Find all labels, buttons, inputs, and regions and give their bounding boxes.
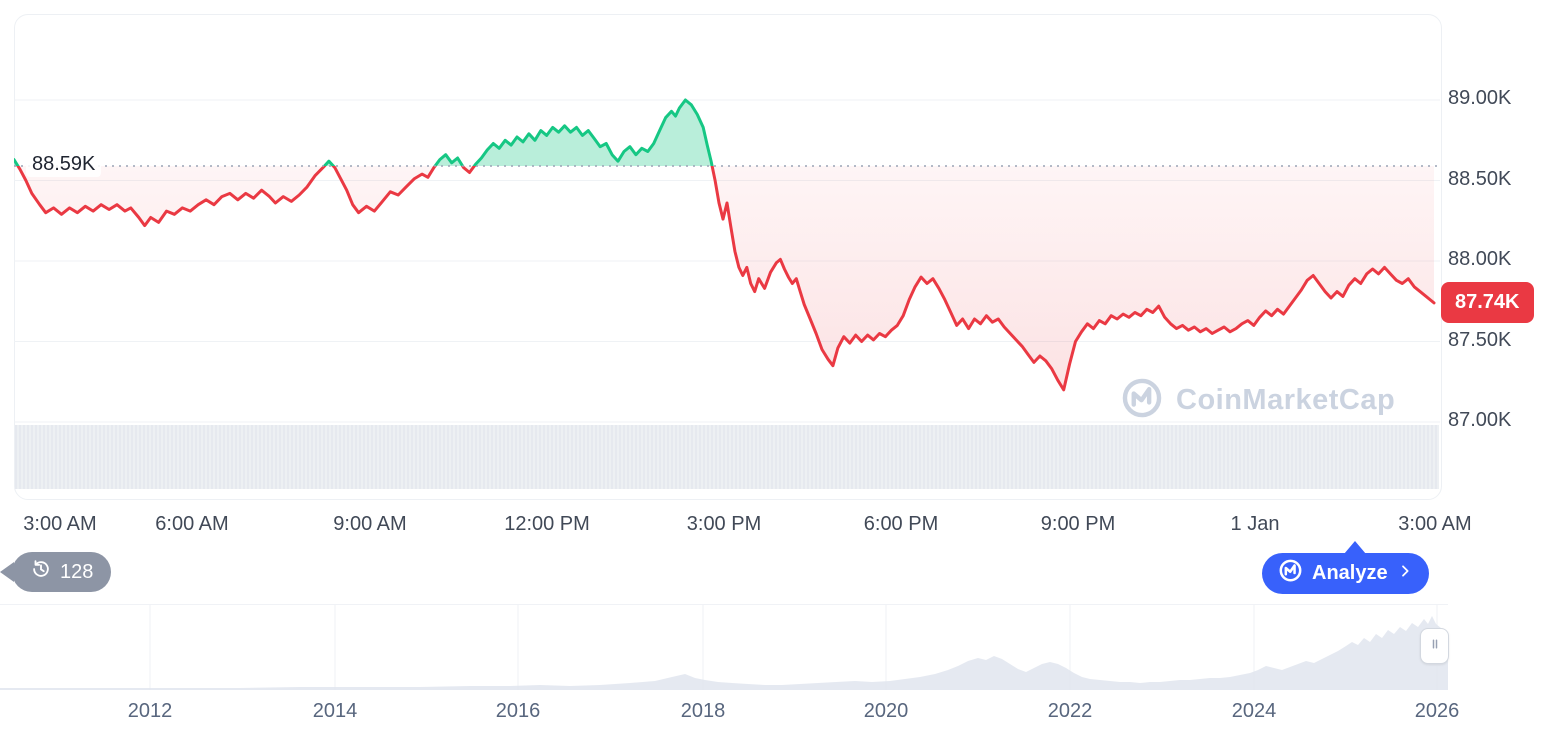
history-clock-icon (30, 558, 52, 586)
volume-strip (15, 425, 1439, 489)
analyze-label: Analyze (1312, 562, 1388, 584)
timeline-year-label: 2012 (127, 700, 173, 722)
history-count: 128 (60, 560, 94, 583)
chevron-right-icon (1397, 562, 1413, 585)
current-price-badge: 87.74K (1441, 281, 1534, 323)
coinmarketcap-watermark: CoinMarketCap (1120, 376, 1395, 425)
x-axis-label: 3:00 AM (1398, 513, 1472, 535)
history-badge-tail (0, 562, 14, 582)
timeline-year-label: 2022 (1047, 700, 1093, 722)
timeline-year-label: 2014 (312, 700, 358, 722)
x-axis-label: 1 Jan (1230, 513, 1280, 535)
reference-price-label: 88.59K (26, 152, 102, 177)
x-axis-label: 3:00 PM (686, 513, 762, 535)
drag-handle-icon (1426, 635, 1444, 658)
timeline-year-label: 2020 (863, 700, 909, 722)
y-axis-label: 87.50K (1448, 328, 1512, 351)
analyze-button[interactable]: Analyze (1262, 553, 1429, 594)
y-axis-label: 88.00K (1448, 248, 1512, 270)
x-axis-label: 9:00 AM (333, 513, 407, 535)
cmc-logo-icon (1278, 558, 1303, 589)
x-axis-label: 3:00 AM (23, 513, 97, 535)
timeline-year-label: 2024 (1231, 700, 1277, 722)
timeline-year-label: 2016 (495, 700, 541, 722)
timeline-range-selector[interactable] (0, 604, 1448, 691)
watermark-text: CoinMarketCap (1176, 384, 1396, 416)
timeline-year-label: 2026 (1414, 700, 1460, 722)
analyze-pointer (1344, 541, 1366, 554)
x-axis-label: 6:00 AM (155, 513, 229, 535)
cmc-logo-icon (1120, 376, 1164, 425)
y-axis-label: 88.50K (1448, 167, 1512, 190)
x-axis-label: 9:00 PM (1040, 513, 1116, 535)
x-axis-label: 12:00 PM (504, 513, 590, 535)
y-axis-label: 89.00K (1448, 87, 1512, 109)
timeline-handle[interactable] (1420, 628, 1449, 664)
history-count-badge[interactable]: 128 (12, 552, 112, 592)
timeline-year-label: 2018 (680, 700, 726, 722)
x-axis-label: 6:00 PM (863, 513, 939, 535)
y-axis-label: 87.00K (1448, 409, 1512, 431)
